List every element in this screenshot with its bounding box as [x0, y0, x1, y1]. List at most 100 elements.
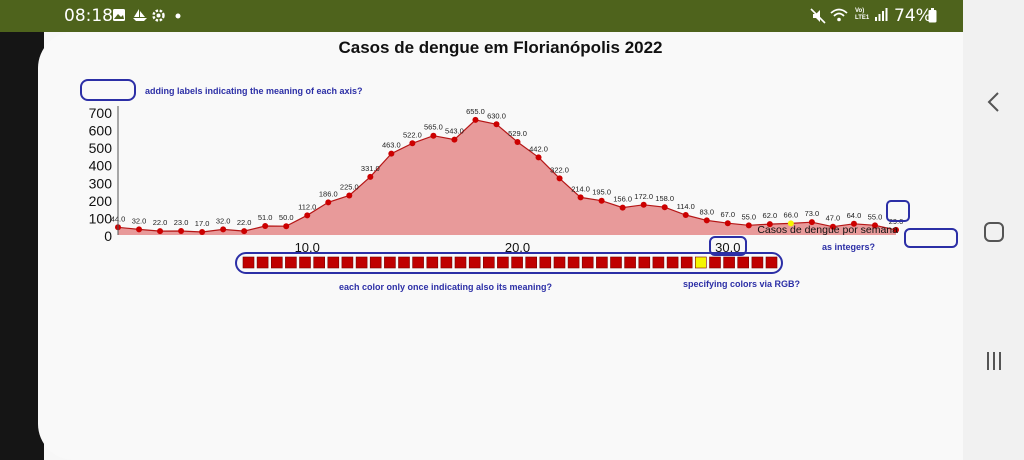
- data-label: 529.0: [508, 129, 527, 138]
- data-label: 158.0: [655, 194, 674, 203]
- color-swatch: [610, 256, 622, 269]
- screen-edge: [0, 0, 44, 460]
- image-icon: [113, 9, 125, 21]
- x-tick-label: 30.0: [715, 240, 740, 255]
- data-point: [535, 154, 542, 161]
- data-label: 655.0: [466, 107, 485, 116]
- wifi-icon: [830, 8, 848, 22]
- data-point: [157, 228, 164, 235]
- data-point: [388, 150, 395, 157]
- color-swatch: [285, 256, 297, 269]
- color-swatch: [638, 256, 651, 269]
- data-point: [893, 226, 899, 233]
- color-swatch: [539, 256, 552, 269]
- color-swatch: [680, 256, 693, 269]
- data-label: 114.0: [677, 202, 695, 211]
- color-swatch: [511, 256, 523, 269]
- data-label: 62.0: [763, 211, 778, 220]
- data-point: [283, 223, 290, 230]
- data-label: 55.0: [742, 212, 757, 221]
- color-swatch: [299, 256, 311, 269]
- color-swatch: [751, 256, 764, 269]
- data-label: 55.0: [868, 212, 883, 221]
- data-point: [556, 175, 563, 182]
- data-point: [514, 139, 521, 146]
- battery-percent: 74%: [894, 6, 932, 26]
- color-swatch: [256, 256, 269, 269]
- home-icon[interactable]: [979, 217, 1009, 247]
- status-time: 08:18: [64, 6, 113, 26]
- color-swatch: [313, 256, 326, 269]
- data-point: [493, 121, 500, 128]
- y-tick-label: 600: [89, 123, 113, 139]
- back-icon[interactable]: [979, 87, 1009, 117]
- color-swatch: [398, 256, 410, 269]
- data-point: [262, 223, 269, 230]
- color-swatch: [694, 256, 707, 269]
- data-label: 67.0: [720, 210, 735, 219]
- y-tick-label: 700: [89, 105, 113, 121]
- data-label: 22.0: [237, 218, 252, 227]
- data-point: [367, 173, 374, 180]
- data-label: 22.0: [153, 218, 168, 227]
- data-point: [136, 226, 143, 233]
- data-label: 331.0: [361, 164, 380, 173]
- data-label: 66.0: [784, 210, 799, 219]
- y-tick-label: 300: [89, 175, 113, 191]
- color-swatch: [624, 256, 636, 269]
- last-value-annotation-box: [886, 200, 910, 222]
- color-meaning-hint: each color only once indicating also its…: [339, 282, 553, 292]
- data-label: 112.0: [298, 202, 316, 211]
- series-line: [117, 119, 897, 233]
- data-point: [871, 222, 878, 229]
- color-swatch: [454, 256, 467, 269]
- data-point: [346, 192, 353, 199]
- data-label: 630.0: [487, 111, 506, 120]
- data-point: [220, 226, 227, 233]
- y-tick-label: 0: [104, 228, 112, 244]
- data-point: [430, 132, 437, 139]
- color-swatch: [709, 256, 721, 269]
- recents-icon[interactable]: [979, 346, 1009, 376]
- data-point: [808, 219, 815, 226]
- color-swatch: [553, 256, 566, 269]
- mute-icon: [810, 8, 826, 24]
- color-swatch: [497, 256, 509, 269]
- data-point: [451, 136, 458, 143]
- integers-hint: as integers?: [822, 242, 876, 252]
- dot-icon: [175, 13, 181, 19]
- x-tick-label: 20.0: [505, 240, 530, 255]
- color-swatch: [723, 256, 735, 269]
- color-swatch: [271, 256, 283, 269]
- color-swatch: [666, 256, 679, 269]
- data-label: 17.0: [195, 219, 210, 228]
- data-point: [241, 228, 248, 235]
- data-point: [640, 201, 647, 208]
- dengue-chart: 44.0 32.0 22.0 23.0 17.0 32.0 22.051.0 50.0112.…: [89, 105, 903, 269]
- series-area: [118, 119, 896, 235]
- color-swatch: [440, 256, 453, 269]
- integers-annotation-box: [904, 228, 958, 248]
- data-point: [787, 220, 794, 227]
- color-swatch: [355, 256, 368, 269]
- x-tick-label: 10.0: [295, 240, 320, 255]
- color-swatch: [581, 256, 594, 269]
- data-point: [766, 221, 773, 228]
- color-swatch: [567, 256, 580, 269]
- data-point: [745, 222, 752, 229]
- y-tick-label: 400: [89, 158, 113, 174]
- data-point: [724, 220, 731, 227]
- data-point: [325, 199, 332, 206]
- data-point: [829, 223, 836, 230]
- battery-icon: [928, 8, 937, 23]
- status-bar: 08:18 Vo) LTE1: [0, 0, 963, 32]
- chart-title: Casos de dengue em Florianópolis 2022: [338, 38, 663, 57]
- data-label: 50.0: [279, 213, 294, 222]
- data-label: 565.0: [424, 123, 443, 132]
- color-swatch: [384, 256, 396, 269]
- color-swatch: [412, 256, 424, 269]
- data-label: 543.0: [445, 127, 464, 136]
- data-point: [199, 229, 206, 236]
- color-swatch: [327, 256, 340, 269]
